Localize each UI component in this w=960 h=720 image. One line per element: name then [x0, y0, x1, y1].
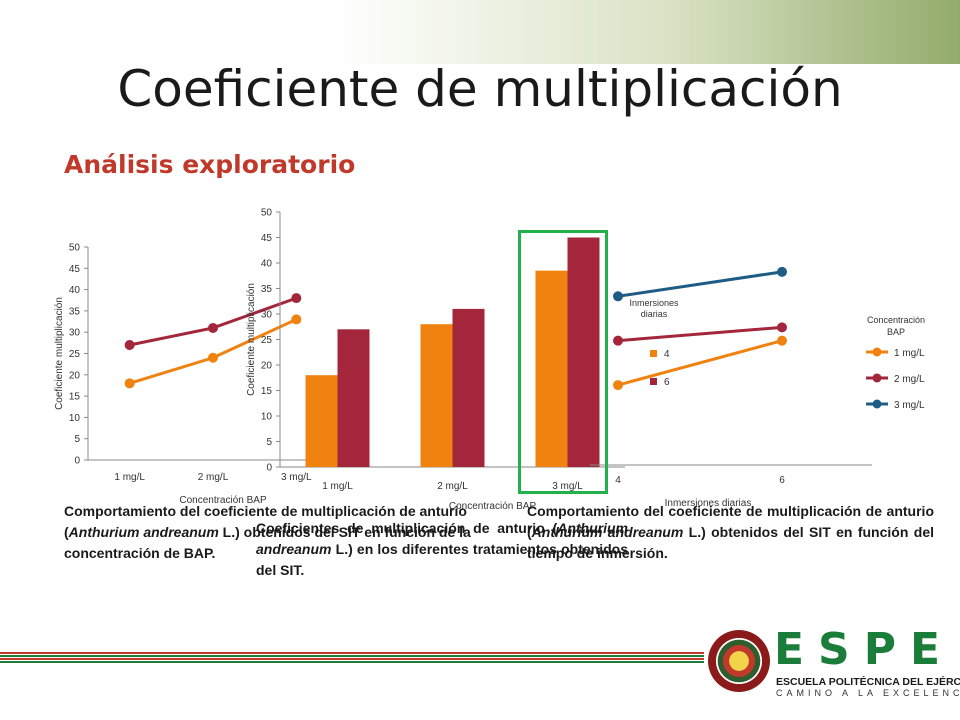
- data-point: [613, 380, 623, 391]
- legend-title-2: diarias: [641, 309, 668, 319]
- y-tick-label: 25: [261, 335, 273, 346]
- legend-marker: [872, 399, 882, 409]
- series-line: [617, 339, 783, 387]
- y-tick-label: 50: [69, 243, 81, 254]
- data-point: [613, 291, 623, 302]
- y-tick-label: 35: [69, 306, 81, 317]
- x-tick-label: 1 mg/L: [114, 472, 145, 483]
- x-tick-label: 1 mg/L: [322, 481, 353, 492]
- data-point: [613, 335, 623, 346]
- data-point: [291, 293, 302, 304]
- data-point: [291, 314, 302, 325]
- slide-subtitle: Análisis exploratorio: [64, 150, 356, 179]
- legend-title-2: BAP: [887, 327, 905, 337]
- y-axis-title: Coeficiente multiplicación: [54, 297, 65, 410]
- legend-title: Concentración: [867, 315, 925, 325]
- y-tick-label: 5: [266, 437, 272, 448]
- caption-left: Comportamiento del coeficiente de multip…: [64, 501, 484, 564]
- caption-right-text-2: L.) obtenidos del SIT en función del tie…: [527, 524, 934, 561]
- data-point: [124, 378, 135, 389]
- bar: [535, 270, 568, 467]
- espe-logo: ESPE ESCUELA POLITÉCNICA DEL EJÉRCITO CA…: [706, 624, 960, 698]
- x-tick-label: 3 mg/L: [552, 481, 583, 492]
- y-tick-label: 20: [69, 370, 81, 381]
- header-gradient-band: [0, 0, 960, 64]
- legend-label: 3 mg/L: [894, 400, 925, 411]
- chart-line-immersions: 4 6 Inmersiones diarias Concentración BAP 1 m…: [590, 266, 925, 509]
- highlight-box-3mgl: [518, 230, 608, 494]
- legend-label: 6: [664, 377, 670, 388]
- y-tick-label: 25: [69, 349, 81, 360]
- y-tick-label: 45: [69, 264, 81, 275]
- y-tick-label: 15: [261, 386, 273, 397]
- decorative-stripes: [0, 652, 704, 664]
- y-tick-label: 10: [261, 412, 273, 423]
- caption-right-species: Anthurium andreanum: [531, 524, 684, 540]
- logo-line-1: ESCUELA POLITÉCNICA DEL EJÉRCITO: [776, 676, 960, 688]
- data-point: [777, 266, 787, 277]
- y-tick-label: 10: [69, 413, 81, 424]
- slide-title: Coeficiente de multiplicación: [117, 60, 843, 118]
- caption-center-text-2: L.) en los diferentes tratamientos obten…: [256, 541, 628, 578]
- legend-swatch: [650, 350, 657, 357]
- series-line: [617, 270, 783, 298]
- y-tick-label: 35: [261, 284, 273, 295]
- y-tick-label: 15: [69, 392, 81, 403]
- logo-word: ESPE: [774, 624, 955, 675]
- x-axis-title: Concentración BAP: [449, 501, 537, 512]
- x-tick-label: 2 mg/L: [437, 481, 468, 492]
- caption-left-text-2: L.) obtenidos del SIT en función de la c…: [64, 524, 471, 561]
- chart-bar-treatments: 0 5 10 15 20 25 30 35 40 45 50 Coeficiente multipli…: [246, 208, 679, 513]
- legend-swatch: [650, 378, 657, 385]
- legend-marker: [872, 347, 882, 357]
- legend-label: 2 mg/L: [894, 374, 925, 385]
- legend-label: 1 mg/L: [894, 348, 925, 359]
- y-tick-label: 0: [266, 463, 272, 474]
- y-tick-label: 5: [74, 434, 80, 445]
- y-tick-label: 30: [261, 310, 273, 321]
- series-line: [617, 325, 783, 343]
- x-axis-title: Inmersiones diarias: [665, 498, 752, 509]
- bar: [305, 375, 338, 467]
- caption-center: Coeficientes de multiplicación de anturi…: [256, 518, 628, 581]
- bar: [452, 308, 485, 467]
- y-tick-label: 50: [261, 208, 273, 219]
- data-point: [124, 339, 135, 350]
- x-tick-label: 3 mg/L: [281, 472, 312, 483]
- y-axis-title: Coeficiente multiplicación: [246, 283, 257, 396]
- y-tick-label: 40: [69, 285, 81, 296]
- caption-right: Comportamiento del coeficiente de multip…: [527, 501, 934, 564]
- y-tick-label: 0: [74, 456, 80, 467]
- legend-label: 4: [664, 349, 670, 360]
- caption-right-text-1: Comportamiento del coeficiente de multip…: [527, 503, 934, 540]
- x-axis-title: Concentración BAP: [179, 495, 267, 506]
- legend-title: Inmersiones: [629, 298, 679, 308]
- bar: [567, 237, 600, 467]
- bar: [420, 324, 453, 467]
- caption-center-species: Anthurium andreanum: [256, 520, 628, 557]
- y-tick-label: 40: [261, 259, 273, 270]
- y-tick-label: 30: [69, 328, 81, 339]
- data-point: [208, 352, 218, 363]
- data-point: [777, 322, 787, 333]
- data-point: [777, 335, 787, 346]
- x-tick-label: 2 mg/L: [198, 472, 229, 483]
- caption-center-text-1: Coeficientes de multiplicación de anturi…: [256, 520, 558, 536]
- y-tick-label: 20: [261, 361, 273, 372]
- university-seal-icon: [708, 630, 770, 692]
- caption-left-species: Anthurium andreanum: [68, 524, 219, 540]
- legend-marker: [872, 373, 882, 383]
- data-point: [208, 322, 218, 333]
- caption-left-text-1: Comportamiento del coeficiente de multip…: [64, 503, 467, 540]
- x-tick-label: 6: [779, 475, 785, 486]
- y-tick-label: 45: [261, 233, 273, 244]
- bar: [337, 329, 370, 467]
- logo-line-2: CAMINO A LA EXCELENCIA: [776, 688, 960, 698]
- x-tick-label: 4: [615, 475, 621, 486]
